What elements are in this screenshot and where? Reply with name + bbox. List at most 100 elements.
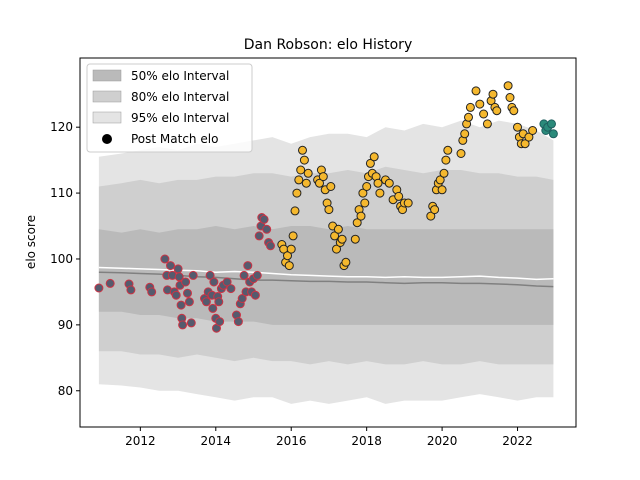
- elo-point: [358, 188, 368, 198]
- elo-point: [460, 129, 470, 139]
- y-tick-label: 90: [58, 318, 73, 332]
- chart-title: Dan Robson: elo History: [244, 37, 412, 53]
- elo-point: [183, 288, 192, 298]
- elo-point: [299, 155, 309, 165]
- elo-point: [488, 89, 498, 99]
- elo-point: [437, 185, 447, 195]
- elo-point: [324, 205, 334, 215]
- elo-point: [209, 277, 219, 287]
- plot-frame: [79, 57, 577, 428]
- elo-point: [239, 270, 249, 280]
- elo-point: [547, 119, 556, 129]
- elo-point: [341, 257, 351, 267]
- elo-point: [214, 297, 224, 307]
- elo-point: [384, 178, 394, 188]
- x-tick-label: 2014: [201, 434, 232, 448]
- y-tick-label: 120: [50, 120, 73, 134]
- legend-swatch: [92, 69, 122, 82]
- elo-point: [215, 317, 225, 327]
- elo-point: [509, 106, 519, 116]
- elo-point: [288, 231, 298, 241]
- legend-swatch: [92, 111, 122, 124]
- legend-swatch: [92, 90, 122, 103]
- elo-point: [259, 214, 269, 224]
- elo-point: [298, 145, 307, 155]
- elo-point: [482, 119, 492, 129]
- elo-point: [201, 297, 211, 307]
- y-tick-label: 80: [58, 384, 73, 398]
- elo-point: [465, 102, 475, 112]
- elo-point: [333, 224, 343, 234]
- elo-point: [369, 152, 379, 162]
- elo-point: [222, 277, 232, 287]
- elo-point: [184, 297, 194, 307]
- legend-label: Post Match elo: [131, 132, 218, 146]
- elo-point: [294, 175, 304, 185]
- elo-point: [464, 112, 473, 122]
- y-tick-label: 110: [50, 186, 73, 200]
- legend-box: [86, 63, 253, 153]
- elo-point: [166, 261, 175, 271]
- elo-point: [296, 165, 306, 175]
- elo-point: [471, 86, 481, 96]
- elo-point: [283, 251, 292, 261]
- x-tick-label: 2022: [502, 434, 533, 448]
- elo-point: [303, 168, 313, 178]
- elo-point: [365, 158, 375, 168]
- elo-point: [292, 188, 302, 198]
- elo-point: [266, 241, 275, 251]
- elo-point: [503, 81, 513, 91]
- legend-marker: [102, 134, 112, 144]
- x-tick-label: 2018: [351, 434, 382, 448]
- elo-point: [505, 93, 515, 102]
- elo-point: [548, 129, 558, 139]
- elo-point: [456, 149, 466, 158]
- elo-point: [178, 320, 188, 330]
- elo-point: [181, 277, 191, 287]
- elo-point: [439, 168, 449, 178]
- elo-point: [205, 270, 215, 280]
- elo-point: [332, 244, 341, 254]
- elo-point: [441, 155, 451, 165]
- elo-point: [160, 254, 170, 264]
- elo-point: [262, 224, 272, 234]
- elo-point: [188, 270, 198, 280]
- legend: 50% elo Interval 80% elo Interval 95% elo …: [86, 63, 253, 153]
- elo-point: [352, 218, 362, 228]
- elo-point: [126, 285, 136, 295]
- elo-point: [94, 283, 104, 293]
- y-tick-label: 100: [50, 252, 73, 266]
- elo-point: [524, 132, 534, 142]
- elo-point: [479, 109, 489, 119]
- elo-point: [284, 261, 294, 271]
- elo-point: [360, 198, 370, 208]
- elo-point: [173, 264, 183, 274]
- x-tick-label: 2016: [276, 434, 307, 448]
- elo-point: [337, 234, 347, 244]
- post-match-points: [94, 81, 558, 333]
- elo-point: [176, 300, 186, 310]
- elo-point: [520, 139, 530, 149]
- elo-point: [286, 244, 296, 254]
- elo-point: [174, 272, 184, 282]
- elo-point: [290, 206, 300, 216]
- elo-point: [356, 211, 366, 221]
- elo-point: [147, 287, 157, 297]
- elo-point: [375, 188, 385, 198]
- elo-point: [443, 145, 453, 155]
- elo-point: [513, 122, 522, 132]
- legend-label: 80% elo Interval: [131, 90, 229, 104]
- legend-label: 95% elo Interval: [131, 111, 229, 125]
- elo-point: [403, 198, 413, 208]
- elo-point: [426, 211, 436, 221]
- elo-point: [394, 191, 404, 201]
- elo-point: [243, 261, 253, 271]
- elo-point: [350, 234, 360, 244]
- x-tick-label: 2020: [427, 434, 458, 448]
- elo-point: [105, 278, 115, 288]
- elo-point: [315, 178, 324, 188]
- elo-point: [171, 290, 181, 300]
- elo-point: [318, 172, 328, 182]
- elo-point: [528, 126, 538, 135]
